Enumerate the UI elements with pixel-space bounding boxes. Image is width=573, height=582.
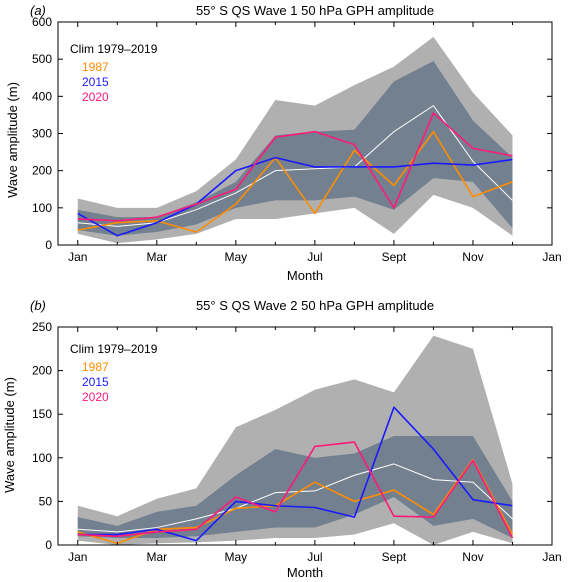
x-tick-label: Sept xyxy=(382,250,407,264)
legend-entry-2020: 2020 xyxy=(82,90,109,104)
panel-a: (a) 55° S QS Wave 1 50 hPa GPH amplitude… xyxy=(5,3,562,283)
y-tick-label: 100 xyxy=(32,201,52,215)
legend-box xyxy=(65,336,187,404)
series-line-2015 xyxy=(77,406,513,542)
series-line-2020 xyxy=(77,441,514,539)
series-line-climatology xyxy=(77,463,513,533)
x-tick-label: Jan xyxy=(542,250,561,264)
x-tick-label: Mar xyxy=(146,550,167,564)
y-tick-label: 200 xyxy=(32,364,52,378)
legend-entry-1987: 1987 xyxy=(82,360,109,374)
series-line-1987 xyxy=(77,458,514,545)
y-tick-label: 150 xyxy=(32,407,52,421)
inner-range-band xyxy=(77,436,513,539)
legend-entry-2015: 2015 xyxy=(82,75,109,89)
y-tick-label: 400 xyxy=(32,89,52,103)
y-tick-label: 0 xyxy=(45,538,52,552)
y-axis-label: Wave amplitude (m) xyxy=(2,377,17,493)
panel-label: (b) xyxy=(30,298,46,313)
y-axis-label: Wave amplitude (m) xyxy=(5,82,20,198)
legend: Clim 1979–2019 1987 2015 2020 xyxy=(65,336,187,404)
y-tick-label: 0 xyxy=(45,238,52,252)
series-line-climatology xyxy=(77,105,513,227)
x-tick-label: Nov xyxy=(462,250,483,264)
x-tick-label: Mar xyxy=(146,250,167,264)
y-tick-label: 300 xyxy=(32,127,52,141)
legend-title: Clim 1979–2019 xyxy=(70,42,158,56)
x-tick-label: Jul xyxy=(307,250,322,264)
x-tick-label: May xyxy=(225,250,248,264)
series-line-2020 xyxy=(77,112,513,222)
x-tick-label: Jan xyxy=(68,250,87,264)
x-tick-label: Jan xyxy=(68,550,87,564)
y-tick-label: 100 xyxy=(32,451,52,465)
y-tick-label: 200 xyxy=(32,164,52,178)
series-line-1987 xyxy=(77,130,513,233)
panel-b: (b) 55° S QS Wave 2 50 hPa GPH amplitude… xyxy=(2,298,562,580)
x-tick-label: Nov xyxy=(462,550,483,564)
x-axis-label: Month xyxy=(287,565,323,580)
legend-entry-2020: 2020 xyxy=(82,390,109,404)
legend: Clim 1979–2019 1987 2015 2020 xyxy=(65,36,187,104)
x-tick-label: Jul xyxy=(307,550,322,564)
legend-entry-1987: 1987 xyxy=(82,60,109,74)
y-tick-label: 500 xyxy=(32,52,52,66)
plot-area: 0 100 200 300 400 500 600 Jan Mar May Jul Sept Nov Ja… xyxy=(32,15,562,264)
x-tick-label: Sept xyxy=(382,550,407,564)
series-line-2015 xyxy=(77,156,513,237)
legend-box xyxy=(65,36,187,104)
x-tick-label: Jan xyxy=(542,550,561,564)
plot-area: 0 50 100 150 200 250 Jan Mar May Jul Sept Nov Jan xyxy=(32,320,562,564)
y-tick-label: 250 xyxy=(32,320,52,334)
chart-title: 55° S QS Wave 2 50 hPa GPH amplitude xyxy=(196,298,434,313)
legend-title: Clim 1979–2019 xyxy=(70,342,158,356)
y-tick-label: 50 xyxy=(39,494,53,508)
y-tick-label: 600 xyxy=(32,15,52,29)
chart-title: 55° S QS Wave 1 50 hPa GPH amplitude xyxy=(196,3,434,18)
x-tick-label: May xyxy=(225,550,248,564)
plot-frame xyxy=(57,326,553,546)
legend-entry-2015: 2015 xyxy=(82,375,109,389)
inner-range-band xyxy=(77,61,513,236)
panel-label: (a) xyxy=(30,3,46,18)
x-axis-label: Month xyxy=(287,268,323,283)
